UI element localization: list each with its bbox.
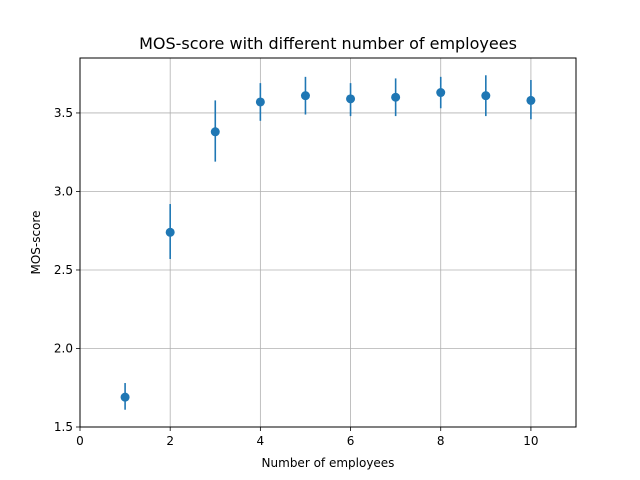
x-axis-ticks: 0 2 4 6 8 10 bbox=[76, 427, 539, 448]
data-points bbox=[120, 88, 536, 402]
data-point bbox=[481, 91, 491, 101]
data-point bbox=[391, 92, 401, 102]
x-axis-label: Number of employees bbox=[262, 456, 395, 470]
data-point bbox=[300, 91, 310, 101]
x-tick-label: 8 bbox=[437, 434, 445, 448]
data-point bbox=[436, 88, 446, 98]
plot-frame bbox=[79, 57, 577, 428]
y-axis-label: MOS-score bbox=[29, 211, 43, 275]
chart-title: MOS-score with different number of emplo… bbox=[139, 34, 517, 53]
x-tick-label: 4 bbox=[257, 434, 265, 448]
error-bars bbox=[124, 75, 532, 410]
data-point bbox=[165, 227, 175, 237]
y-axis-ticks: 1.5 2.0 2.5 3.0 3.5 bbox=[54, 106, 80, 434]
data-point bbox=[255, 97, 265, 107]
x-tick-label: 0 bbox=[76, 434, 84, 448]
data-point bbox=[210, 127, 220, 137]
x-tick-label: 2 bbox=[166, 434, 174, 448]
y-tick-label: 1.5 bbox=[54, 420, 73, 434]
y-tick-label: 2.0 bbox=[54, 341, 73, 355]
y-tick-label: 3.5 bbox=[54, 106, 73, 120]
data-point bbox=[346, 94, 356, 104]
data-point bbox=[120, 392, 130, 402]
x-tick-label: 10 bbox=[523, 434, 538, 448]
y-tick-label: 3.0 bbox=[54, 184, 73, 198]
data-point bbox=[526, 95, 536, 105]
grid bbox=[79, 58, 576, 428]
x-tick-label: 6 bbox=[347, 434, 355, 448]
y-tick-label: 2.5 bbox=[54, 263, 73, 277]
